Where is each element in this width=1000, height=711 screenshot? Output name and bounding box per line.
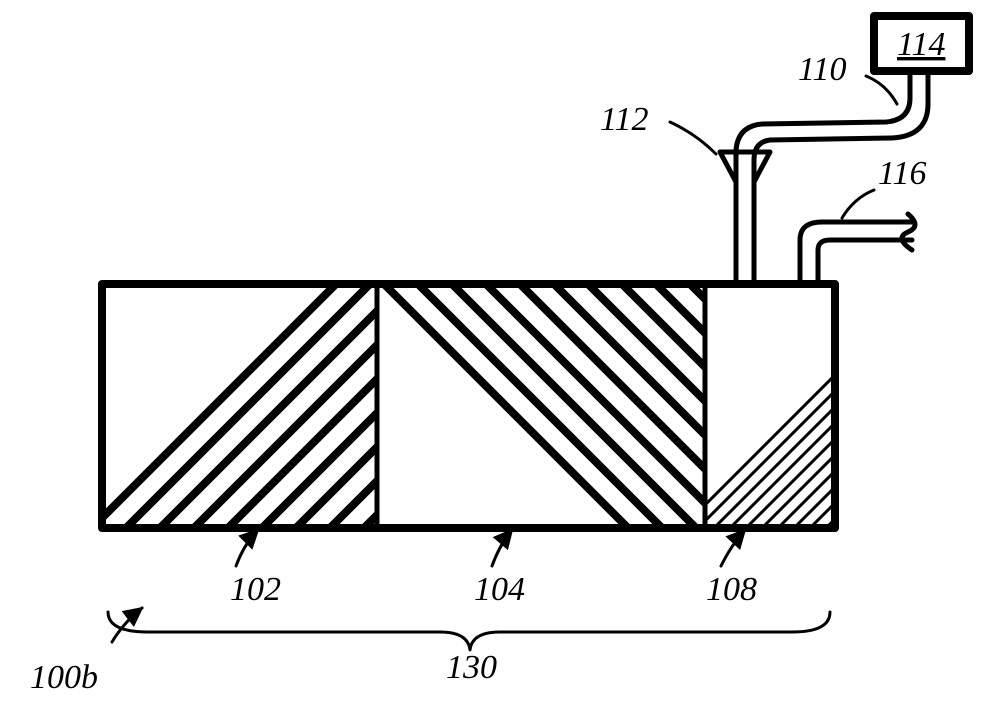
label-108: 108 <box>706 571 757 608</box>
label-110: 110 <box>798 51 846 88</box>
section-104-hatch <box>250 150 1000 650</box>
leader-108 <box>721 530 745 566</box>
leader-112 <box>670 122 716 154</box>
pipe-116 <box>800 214 915 284</box>
label-130: 130 <box>446 649 497 686</box>
section-108-hatch <box>560 250 1000 650</box>
leader-116 <box>842 190 874 218</box>
section-102-hatch <box>0 150 810 650</box>
label-100b: 100b <box>30 659 98 696</box>
label-102: 102 <box>230 571 281 608</box>
label-104: 104 <box>474 571 525 608</box>
label-114: 114 <box>897 26 945 63</box>
funnel-112 <box>720 152 770 284</box>
leader-110 <box>866 76 897 104</box>
label-112: 112 <box>600 101 648 138</box>
bracket-130 <box>108 612 830 650</box>
leader-102 <box>236 530 258 566</box>
leader-104 <box>492 530 512 566</box>
label-116: 116 <box>878 155 926 192</box>
